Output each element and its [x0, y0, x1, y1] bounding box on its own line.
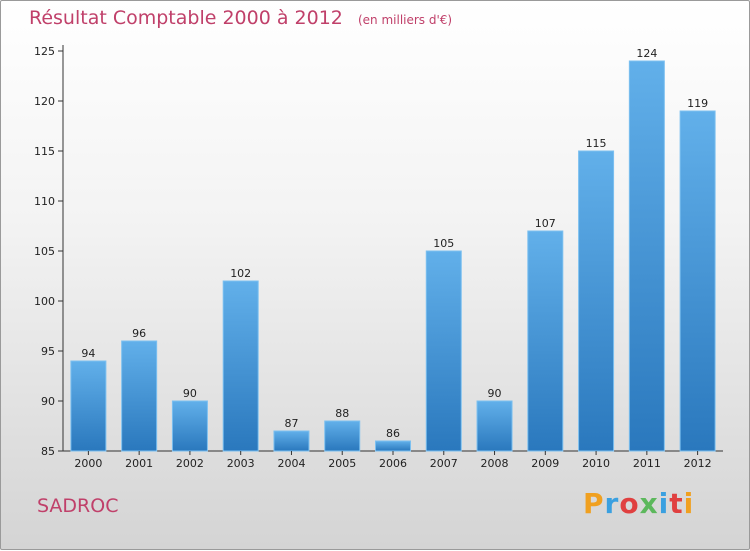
- data-label-2000: 94: [81, 347, 95, 360]
- bar-2001: [121, 340, 158, 452]
- logo-letter: i: [683, 487, 695, 520]
- bar-2003: [222, 280, 259, 452]
- logo-letter: x: [639, 487, 659, 520]
- y-tick-label: 85: [41, 445, 55, 458]
- x-tick-label-2009: 2009: [531, 457, 559, 470]
- bar-2005: [324, 420, 361, 452]
- bar-2000: [70, 360, 107, 452]
- x-tick-label-2004: 2004: [277, 457, 305, 470]
- bar-2006: [375, 440, 411, 452]
- x-tick-label-2006: 2006: [379, 457, 407, 470]
- x-tick-label-2001: 2001: [125, 457, 153, 470]
- bar-2009: [527, 230, 564, 452]
- x-tick-label-2002: 2002: [176, 457, 204, 470]
- data-label-2012: 119: [687, 97, 708, 110]
- data-label-2001: 96: [132, 327, 146, 340]
- data-label-2007: 105: [433, 237, 454, 250]
- bar-2012: [679, 110, 716, 452]
- x-tick-label-2008: 2008: [481, 457, 509, 470]
- bar-2004: [273, 430, 310, 452]
- proxiti-logo: Proxiti: [583, 487, 694, 520]
- y-tick-label: 115: [34, 145, 55, 158]
- x-tick-label-2007: 2007: [430, 457, 458, 470]
- x-tick-label-2011: 2011: [633, 457, 661, 470]
- data-label-2010: 115: [586, 137, 607, 150]
- bar-2007: [425, 250, 462, 452]
- logo-letter: t: [669, 487, 684, 520]
- chart-title: Résultat Comptable 2000 à 2012: [29, 7, 343, 29]
- x-tick-label-2003: 2003: [227, 457, 255, 470]
- x-tick-label-2012: 2012: [684, 457, 712, 470]
- logo-letter: o: [619, 487, 640, 520]
- x-tick-label-2010: 2010: [582, 457, 610, 470]
- commune-name: SADROC: [37, 495, 119, 517]
- data-label-2008: 90: [488, 387, 502, 400]
- y-tick-label: 125: [34, 45, 55, 58]
- bar-2011: [628, 60, 665, 452]
- y-tick-label: 105: [34, 245, 55, 258]
- y-tick-label: 120: [34, 95, 55, 108]
- bar-2002: [171, 400, 208, 452]
- y-tick-label: 100: [34, 295, 55, 308]
- logo-letter: P: [583, 487, 605, 520]
- bar-2010: [578, 150, 615, 452]
- chart-subtitle: (en milliers d'€): [357, 13, 453, 27]
- data-label-2011: 124: [636, 47, 657, 60]
- data-label-2002: 90: [183, 387, 197, 400]
- x-tick-label-2005: 2005: [328, 457, 356, 470]
- x-tick-label-2000: 2000: [74, 457, 102, 470]
- logo-letter: i: [658, 487, 670, 520]
- data-label-2006: 86: [386, 427, 400, 440]
- chart-title-block: Résultat Comptable 2000 à 2012 (en milli…: [29, 7, 452, 29]
- data-label-2009: 107: [535, 217, 556, 230]
- data-label-2005: 88: [335, 407, 349, 420]
- data-label-2003: 102: [230, 267, 251, 280]
- logo-letter: r: [604, 487, 620, 520]
- y-tick-label: 95: [41, 345, 55, 358]
- y-tick-label: 110: [34, 195, 55, 208]
- bar-2008: [476, 400, 513, 452]
- data-label-2004: 87: [284, 417, 298, 430]
- y-tick-label: 90: [41, 395, 55, 408]
